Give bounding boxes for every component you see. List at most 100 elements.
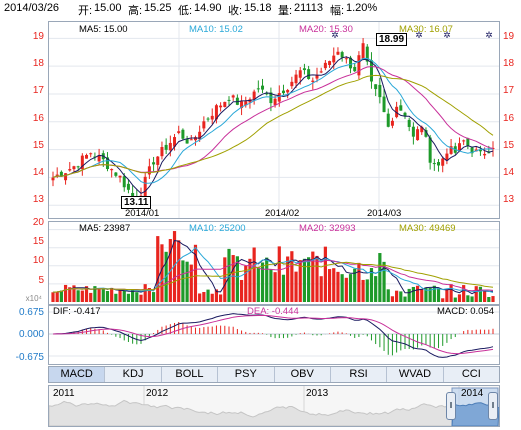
vol-tick-10: 10 bbox=[32, 255, 44, 266]
candle-down bbox=[261, 85, 265, 90]
candle-up bbox=[223, 101, 227, 108]
candle-up bbox=[244, 101, 248, 106]
volume-bar-up bbox=[395, 290, 399, 302]
volume-bar-down bbox=[428, 287, 432, 302]
candle-up bbox=[328, 61, 332, 66]
time-navigator[interactable]: 2011 2012 2013 2014 ‖ ‖ bbox=[48, 385, 500, 427]
volume-bar-down bbox=[340, 274, 344, 302]
volume-bar-up bbox=[491, 296, 495, 302]
kline-panel[interactable]: ✲ ✲ ✲ ✲ MA5: 15.00 MA10: 15.02 MA20: 15.30 … bbox=[48, 21, 500, 219]
dea-line bbox=[52, 314, 494, 355]
volume-chart[interactable] bbox=[49, 222, 499, 304]
ma20-legend: MA20: 15.30 bbox=[299, 24, 353, 35]
vol-ma30-legend: MA30: 49469 bbox=[399, 223, 456, 234]
macd-chart[interactable] bbox=[49, 306, 499, 364]
volume-bar-up bbox=[97, 288, 101, 302]
high-value: 15.25 bbox=[144, 2, 172, 14]
volume-bar-down bbox=[478, 286, 483, 302]
volume-bar-up bbox=[315, 255, 319, 302]
candle-up bbox=[298, 70, 302, 78]
ma5-legend: MA5: 15.00 bbox=[79, 24, 128, 35]
volume-bar-down bbox=[302, 258, 307, 302]
volume-bar-down bbox=[403, 296, 407, 302]
dea-value: DEA: -0.444 bbox=[247, 306, 299, 317]
candle-up bbox=[445, 153, 449, 161]
candle-up bbox=[202, 121, 206, 129]
candle-down bbox=[349, 57, 353, 69]
volume-bar-down bbox=[424, 287, 428, 302]
volume-bar-up bbox=[198, 293, 202, 302]
candle-down bbox=[265, 93, 269, 95]
nav-right-handle[interactable]: ‖ bbox=[488, 392, 498, 420]
candle-up bbox=[240, 101, 244, 108]
change-value: 1.20% bbox=[346, 2, 378, 14]
volume-bar-up bbox=[390, 296, 395, 302]
nav-year-2013: 2013 bbox=[306, 388, 329, 399]
vol-tick-15: 15 bbox=[32, 236, 44, 247]
candle-down bbox=[269, 92, 273, 104]
candle-up bbox=[110, 169, 114, 171]
macd-panel[interactable]: DIF: -0.417 DEA: -0.444 MACD: 0.054 bbox=[48, 305, 500, 365]
volume-bar-down bbox=[348, 274, 353, 302]
candle-up bbox=[332, 55, 336, 63]
volume-bar-down bbox=[470, 296, 474, 302]
volume-label: 量: bbox=[278, 5, 293, 17]
candle-down bbox=[93, 156, 97, 158]
candle-up bbox=[219, 105, 223, 108]
ma30-legend: MA30: 16.07 bbox=[399, 24, 453, 35]
tab-cci[interactable]: CCI bbox=[461, 368, 481, 380]
kline-chart[interactable]: ✲ ✲ ✲ ✲ bbox=[49, 22, 499, 218]
volume-bar-down bbox=[432, 285, 436, 302]
kline-y-axis-left: 19 18 17 16 15 14 13 bbox=[0, 21, 46, 219]
tab-macd[interactable]: MACD bbox=[49, 367, 106, 382]
candle-down bbox=[181, 129, 185, 139]
nav-year-2011: 2011 bbox=[53, 388, 75, 399]
volume-bar-up bbox=[219, 294, 223, 302]
candle-down bbox=[206, 118, 210, 120]
candle-down bbox=[114, 172, 118, 176]
open-value: 15.00 bbox=[94, 2, 122, 14]
max-price-marker: 18.99 bbox=[376, 33, 408, 46]
tab-psy[interactable]: PSY bbox=[218, 367, 275, 382]
candle-down bbox=[164, 144, 168, 150]
indicator-tabs: MACD KDJ BOLL PSY OBV RSI WVAD CCI bbox=[48, 366, 500, 383]
candle-up bbox=[252, 91, 256, 100]
vol-ma20-legend: MA20: 32993 bbox=[299, 223, 356, 234]
tab-rsi[interactable]: RSI bbox=[331, 367, 388, 382]
close-value: 15.18 bbox=[244, 2, 272, 14]
tab-obv[interactable]: OBV bbox=[275, 367, 331, 382]
volume-bar-down bbox=[374, 276, 378, 302]
volume-bar-down bbox=[227, 248, 231, 302]
volume-bar-down bbox=[260, 262, 265, 302]
volume-bar-down bbox=[407, 288, 411, 302]
volume-bar-up bbox=[210, 293, 214, 302]
volume-bar-up bbox=[118, 289, 122, 302]
volume-bar-down bbox=[256, 267, 260, 302]
candle-down bbox=[487, 152, 491, 154]
candle-down bbox=[105, 157, 109, 170]
candle-up bbox=[68, 169, 72, 171]
volume-panel[interactable]: MA5: 23987 MA10: 25200 MA20: 32993 MA30:… bbox=[48, 221, 500, 305]
navigator-chart[interactable] bbox=[49, 386, 499, 426]
volume-bar-down bbox=[281, 274, 286, 302]
candle-up bbox=[248, 99, 252, 103]
tab-kdj[interactable]: KDJ bbox=[105, 367, 162, 382]
tab-wvad[interactable]: WVAD bbox=[387, 367, 444, 382]
candle-down bbox=[374, 84, 378, 90]
vol-tick-5: 5 bbox=[38, 275, 44, 286]
candle-up bbox=[51, 177, 55, 181]
macd-tick-top: 0.675 bbox=[18, 307, 44, 318]
volume-bar-up bbox=[223, 257, 227, 302]
nav-left-handle[interactable]: ‖ bbox=[446, 392, 456, 420]
tab-boll[interactable]: BOLL bbox=[162, 367, 219, 382]
volume-ma-line-5 bbox=[52, 239, 494, 295]
y-tick-15-r: 15 bbox=[503, 140, 515, 151]
volume-bar-up bbox=[147, 288, 151, 302]
volume-bar-up bbox=[449, 284, 453, 302]
ma-line-5 bbox=[52, 56, 494, 195]
candle-down bbox=[424, 130, 428, 137]
y-tick-16: 16 bbox=[32, 113, 44, 124]
ma10-legend: MA10: 15.02 bbox=[189, 24, 243, 35]
dif-value: DIF: -0.417 bbox=[53, 306, 101, 317]
candle-down bbox=[407, 119, 411, 127]
